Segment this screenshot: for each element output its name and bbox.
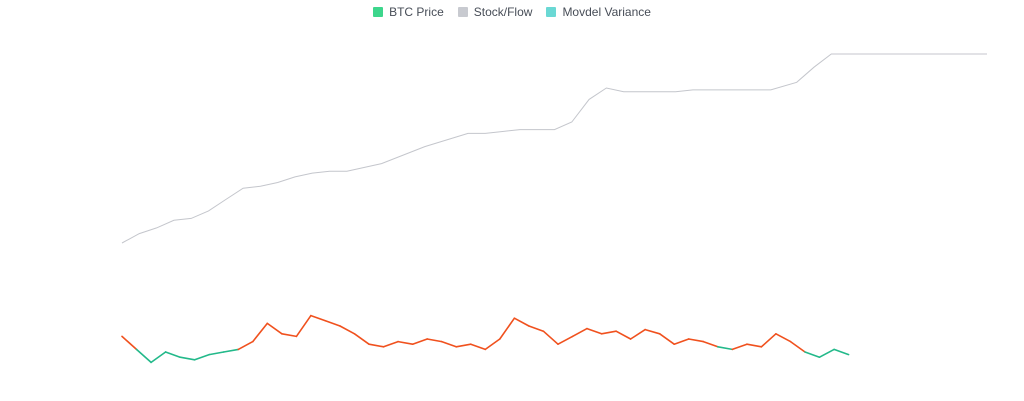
btc-price-segment <box>615 330 632 340</box>
legend-label-stock-flow: Stock/Flow <box>473 5 533 19</box>
btc-price-segment <box>658 332 676 346</box>
btc-price-segment <box>760 332 777 348</box>
btc-price-segment <box>222 348 240 353</box>
legend-swatch-btc-price <box>373 7 384 17</box>
btc-price-segment <box>600 330 617 335</box>
btc-price-segment <box>135 348 152 364</box>
btc-price-segment <box>469 343 487 351</box>
legend-label-btc-price: BTC Price <box>389 5 444 19</box>
btc-price-segment <box>833 348 850 356</box>
legend-label-model-variance: Movdel Variance <box>562 5 651 19</box>
btc-price-segment <box>310 314 327 322</box>
btc-price-segment <box>353 332 370 346</box>
btc-price-segment <box>746 343 763 348</box>
btc-price-segment <box>789 340 806 353</box>
btc-price-segment <box>542 330 559 346</box>
btc-price-segment <box>281 332 298 338</box>
btc-price-segment <box>528 325 545 333</box>
legend-item-model-variance[interactable]: Movdel Variance <box>546 5 651 19</box>
btc-price-segment <box>586 327 603 335</box>
btc-price-segment <box>150 351 167 364</box>
btc-price-segment <box>716 345 734 351</box>
btc-price-segment <box>440 340 458 348</box>
stock-flow-layer <box>121 53 987 244</box>
btc-price-segment <box>397 340 414 346</box>
stock-flow-line <box>121 53 987 244</box>
btc-price-layer <box>121 314 850 364</box>
btc-price-segment <box>818 348 835 359</box>
btc-price-segment <box>673 338 690 346</box>
legend-swatch-stock-flow <box>457 7 468 17</box>
btc-price-segment <box>252 322 269 343</box>
btc-price-segment <box>193 353 210 361</box>
legend-item-btc-price[interactable]: BTC Price <box>373 5 444 19</box>
btc-price-segment <box>498 317 516 340</box>
legend-item-stock-flow[interactable]: Stock/Flow <box>457 5 533 19</box>
btc-price-segment <box>455 343 472 348</box>
btc-price-segment <box>484 338 501 351</box>
btc-price-segment <box>382 340 399 348</box>
btc-price-segment <box>324 319 341 327</box>
btc-price-segment <box>775 332 792 343</box>
btc-price-segment <box>644 328 661 335</box>
btc-price-segment <box>426 338 443 343</box>
btc-price-segment <box>731 343 748 351</box>
chart-legend: BTC Price Stock/Flow Movdel Variance <box>0 3 1024 21</box>
btc-price-segment <box>368 343 385 348</box>
btc-price-segment <box>571 327 588 338</box>
btc-price-segment <box>687 338 705 343</box>
btc-price-segment <box>557 335 574 346</box>
btc-price-segment <box>339 325 356 335</box>
btc-price-segment <box>804 351 821 359</box>
btc-price-segment <box>702 340 719 348</box>
btc-price-segment <box>121 335 138 351</box>
btc-price-segment <box>164 351 181 359</box>
btc-price-segment <box>179 356 196 361</box>
btc-price-segment <box>266 322 283 335</box>
btc-price-segment <box>208 351 225 356</box>
btc-price-segment <box>629 328 647 340</box>
legend-swatch-model-variance <box>546 7 557 17</box>
btc-price-segment <box>513 317 530 327</box>
btc-price-segment <box>237 340 254 351</box>
btc-price-segment <box>411 338 429 346</box>
btc-price-segment <box>295 314 312 338</box>
